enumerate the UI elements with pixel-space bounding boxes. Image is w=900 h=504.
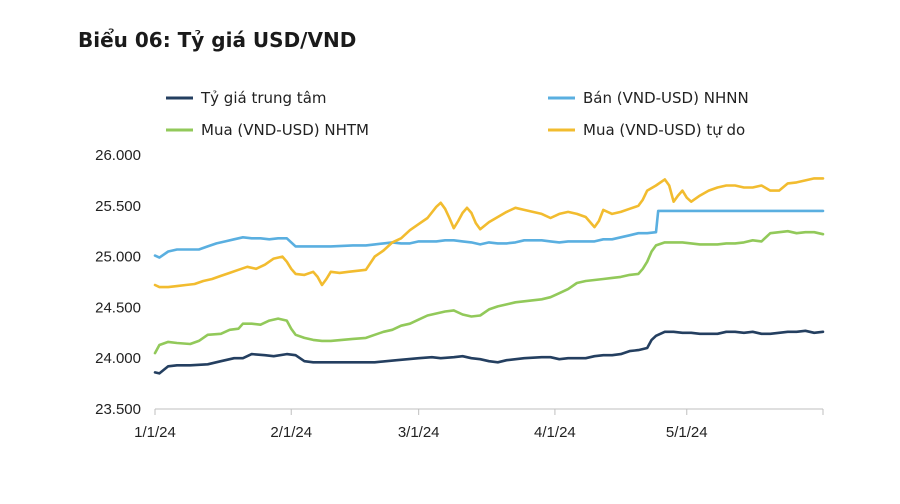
y-tick-label: 24.000	[95, 350, 141, 367]
legend-label: Bán (VND-USD) NHNN	[583, 89, 749, 107]
y-tick-label: 23.500	[95, 401, 141, 418]
series-line-4	[153, 177, 825, 289]
y-tick-label: 25.000	[95, 249, 141, 266]
x-tick-label: 5/1/24	[666, 424, 708, 441]
legend: Tỷ giá trung tâm Bán (VND-USD) NHNN Mua (V…	[166, 89, 749, 139]
y-tick-label: 25.500	[95, 198, 141, 215]
series-lines	[153, 177, 825, 375]
series-line-1	[153, 329, 825, 375]
series-line-3	[153, 229, 825, 355]
x-tick-label: 4/1/24	[534, 424, 576, 441]
x-tick-label: 1/1/24	[134, 424, 176, 441]
y-tick-label: 26.000	[95, 147, 141, 164]
series-line-2	[153, 209, 825, 259]
legend-label: Mua (VND-USD) tự do	[583, 121, 745, 139]
x-tick-label: 2/1/24	[270, 424, 312, 441]
x-tick-label: 3/1/24	[398, 424, 440, 441]
legend-label: Tỷ giá trung tâm	[200, 89, 327, 107]
chart-title: Biểu 06: Tỷ giá USD/VND	[78, 28, 357, 52]
legend-label: Mua (VND-USD) NHTM	[201, 121, 369, 139]
axes: 23.500 24.000 24.500 25.000 25.500 26.000 1/1/…	[95, 147, 824, 441]
y-tick-label: 24.500	[95, 299, 141, 316]
